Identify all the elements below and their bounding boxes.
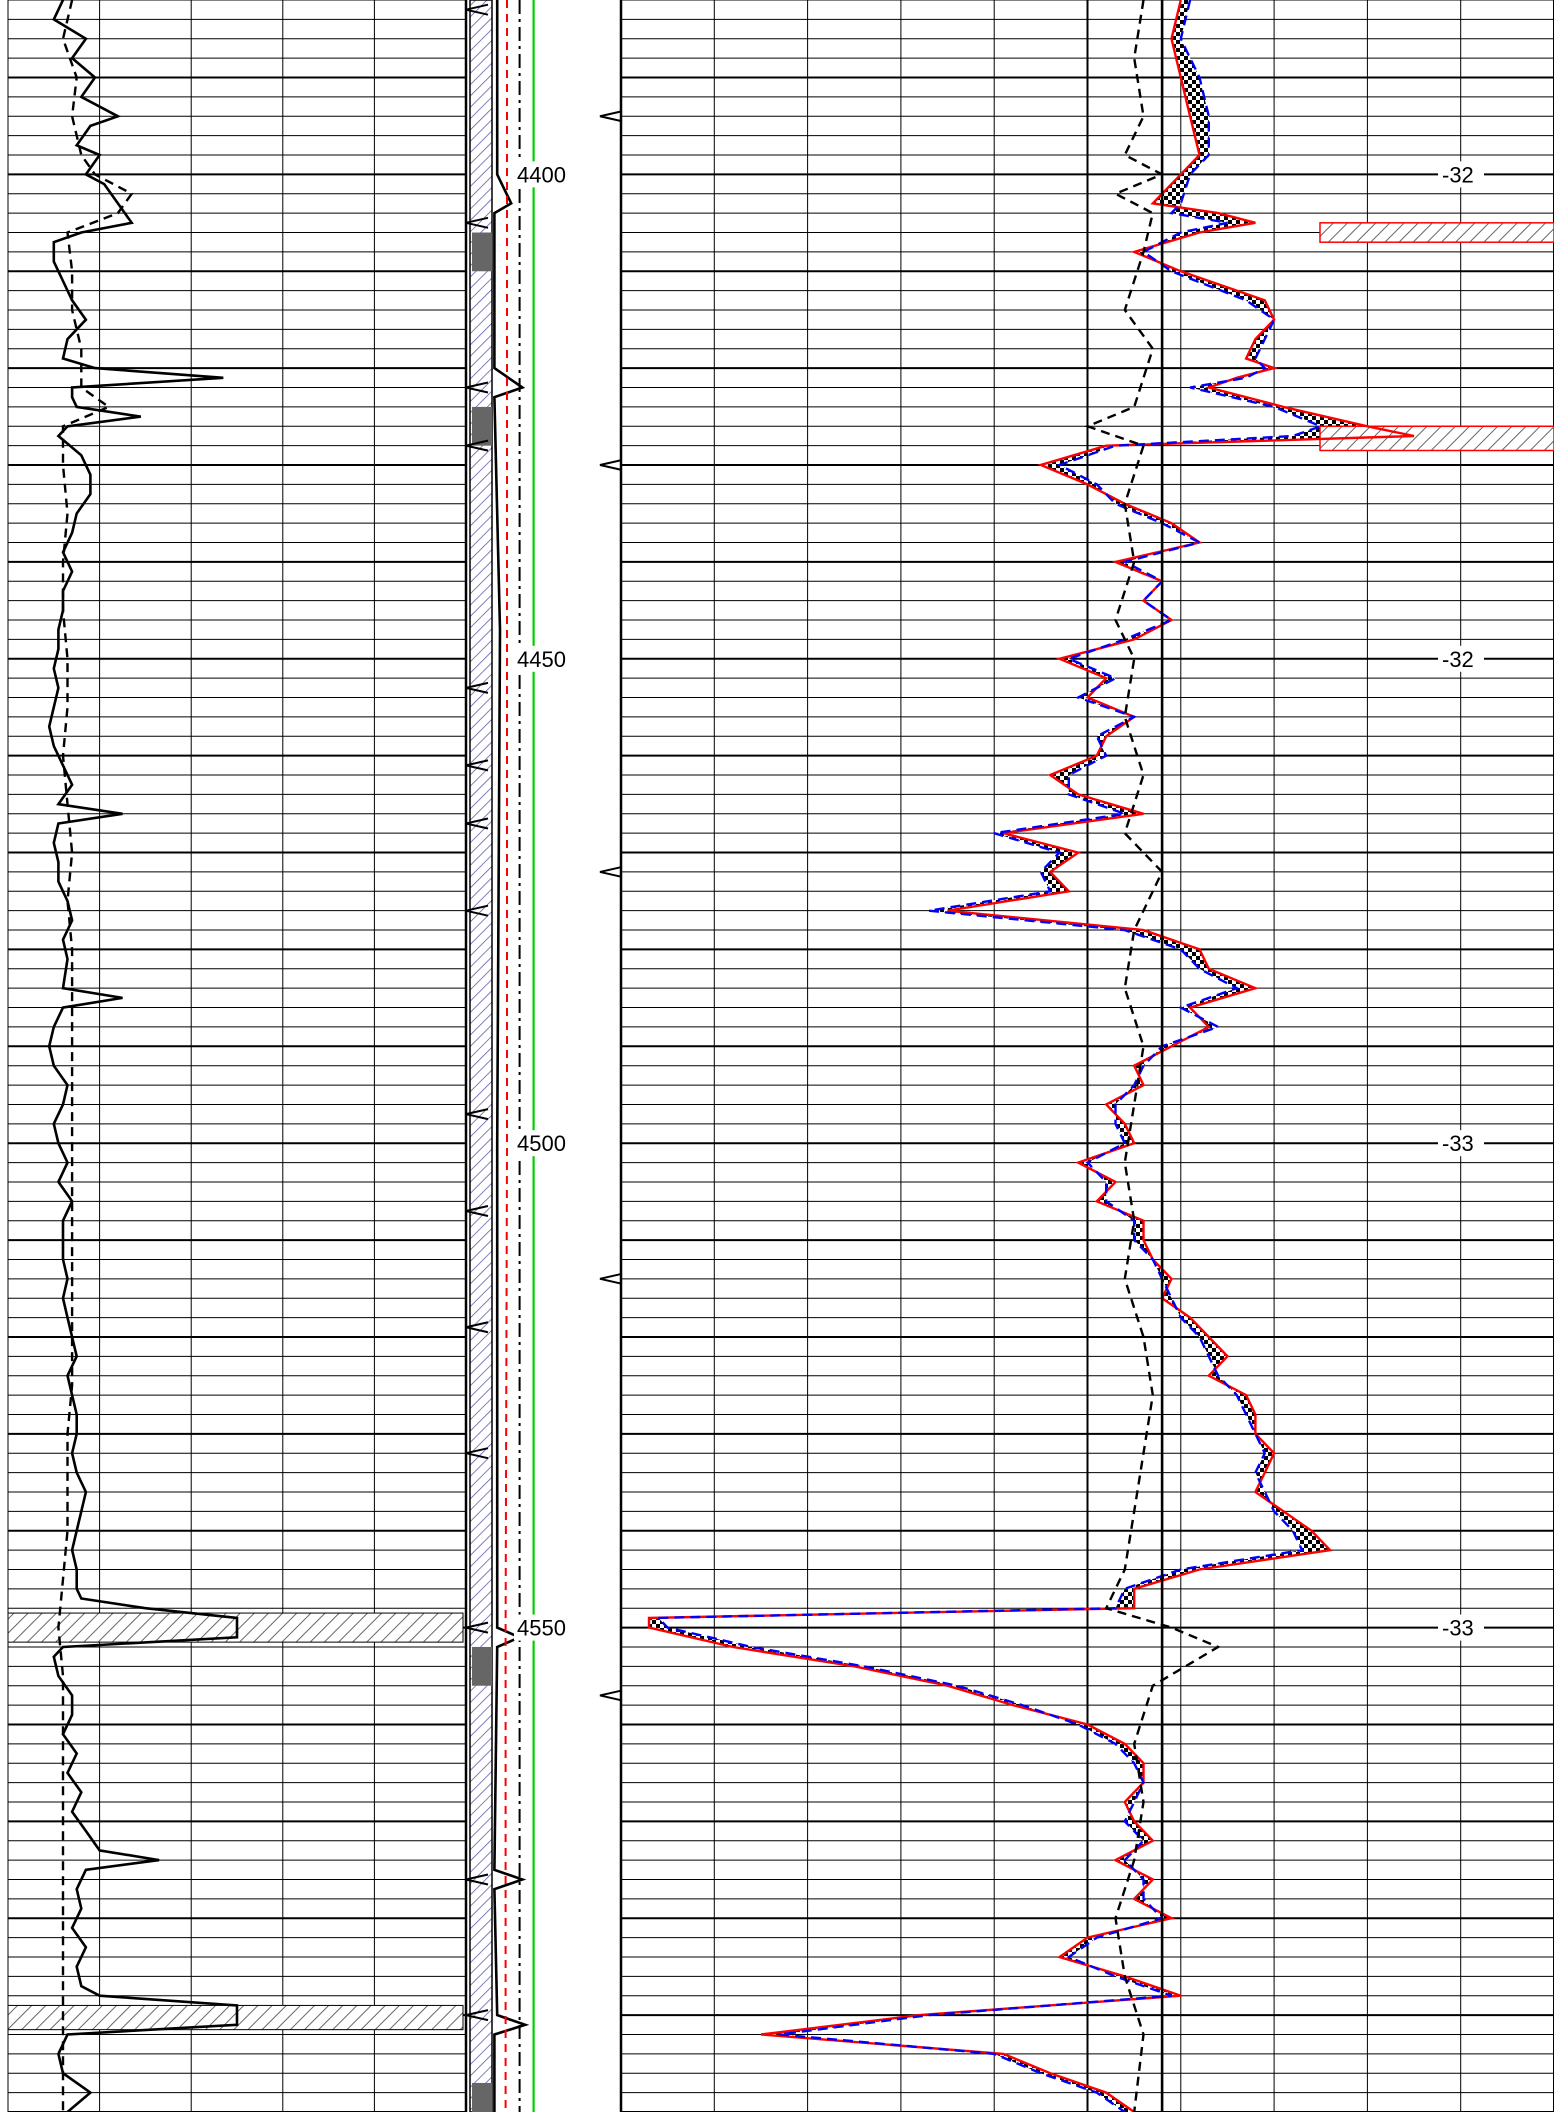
depth-marker [465, 1447, 489, 1460]
curves [47, 0, 1415, 2112]
track-label: -33 [1442, 1131, 1474, 1156]
separation-fill [649, 0, 1414, 2112]
depth-marker [465, 1321, 489, 1334]
track-label: -32 [1442, 162, 1474, 187]
depth-marker [465, 1108, 489, 1121]
track-label-bg [1438, 1130, 1484, 1157]
depth-label-bg [514, 161, 576, 188]
depth-label-bg [514, 1614, 576, 1641]
depth-label-bg [514, 1130, 576, 1157]
depth-marker [599, 1272, 623, 1285]
log-curve [1084, 0, 1221, 2112]
track-label: -33 [1442, 1616, 1474, 1641]
depth-marker [599, 865, 623, 878]
depth-marker [465, 759, 489, 772]
log-curve [47, 0, 239, 2112]
depth-marker [465, 1205, 489, 1217]
hatched-zone [1319, 222, 1554, 243]
track-label-bg [1438, 161, 1484, 188]
track-label-bg [1438, 645, 1484, 672]
depth-marker [465, 1621, 489, 1634]
track-label-bg [1438, 1614, 1484, 1641]
depth-marker [599, 1689, 623, 1702]
depth-marker [465, 3, 489, 16]
curve-fills [7, 0, 1554, 2112]
depth-label: 4500 [517, 1131, 566, 1156]
log-curve [504, 0, 508, 2112]
depth-hatch-column [469, 0, 493, 2112]
log-curve [493, 0, 530, 2112]
depth-marker [465, 681, 489, 694]
depth-marker [465, 216, 489, 229]
depth-marker [465, 439, 489, 452]
depth-marker [465, 2009, 489, 2022]
lithology-block [472, 2082, 492, 2112]
labels: 4400 4450 4500 4550 -32 -32 -33 -33 [514, 161, 1484, 1641]
track-label: -32 [1442, 647, 1474, 672]
depth-marker [465, 817, 489, 830]
depth-label-bg [514, 645, 576, 672]
depth-label: 4400 [517, 162, 566, 187]
log-curve [57, 0, 134, 2112]
depth-marker [465, 904, 489, 917]
lithology-block [472, 406, 492, 446]
depth-label: 4450 [517, 647, 566, 672]
depth-marker [465, 1873, 489, 1886]
depth-marker [465, 381, 489, 394]
depth-label: 4550 [517, 1616, 566, 1641]
log-curve [655, 0, 1325, 2112]
depth-marker [599, 110, 623, 123]
lithology-block [472, 232, 492, 272]
log-curve [647, 0, 1415, 2112]
grid [7, 0, 1554, 2112]
lithology-block [472, 1646, 492, 1686]
depth-marker [599, 459, 623, 472]
